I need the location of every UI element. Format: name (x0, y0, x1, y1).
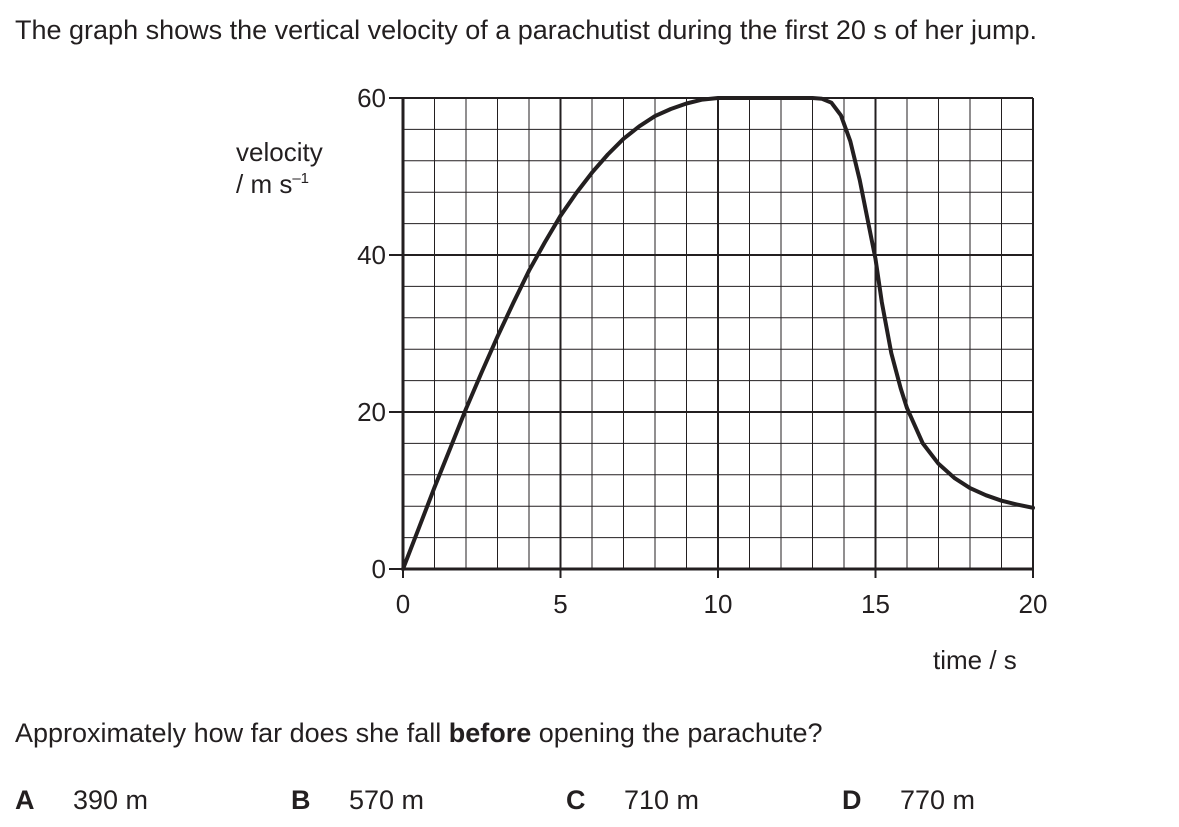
option-a-letter: A (15, 785, 35, 815)
option-b-letter: B (291, 785, 311, 815)
y-tick-label: 60 (357, 83, 386, 113)
option-c-text: 710 m (624, 785, 700, 815)
option-a[interactable]: A 390 m (15, 784, 148, 816)
y-axis-label: velocity / m s–1 (236, 136, 323, 200)
y-axis-label-unit: / m s (236, 169, 293, 199)
option-d[interactable]: D 770 m (842, 784, 975, 816)
question-prompt-emphasis: before (448, 718, 532, 748)
option-c[interactable]: C 710 m (566, 784, 699, 816)
axis-tick-labels: 0 5 10 15 20 0 20 40 60 (357, 83, 1047, 619)
x-tick-label: 20 (1019, 589, 1048, 619)
option-a-text: 390 m (73, 785, 149, 815)
option-d-letter: D (842, 785, 862, 815)
option-c-letter: C (566, 785, 586, 815)
question-prompt-start: Approximately how far does she fall (15, 718, 449, 748)
question-intro: The graph shows the vertical velocity of… (15, 15, 1038, 45)
y-axis-label-quantity: velocity (236, 137, 323, 167)
x-tick-label: 15 (861, 589, 890, 619)
y-tick-label: 20 (357, 397, 386, 427)
x-tick-label: 5 (553, 589, 567, 619)
option-b-text: 570 m (349, 785, 425, 815)
x-tick-label: 10 (704, 589, 733, 619)
y-tick-label: 0 (372, 554, 386, 584)
option-b[interactable]: B 570 m (291, 784, 424, 816)
y-tick-label: 40 (357, 240, 386, 270)
y-axis-label-unit-exponent: –1 (292, 170, 310, 187)
x-tick-label: 0 (396, 589, 410, 619)
question-prompt-end: opening the parachute? (531, 718, 823, 748)
question-prompt: Approximately how far does she fall befo… (15, 717, 823, 749)
option-d-text: 770 m (900, 785, 976, 815)
axis-ticks (389, 97, 1034, 578)
x-axis-label: time / s (933, 645, 1017, 675)
velocity-curve (401, 96, 1035, 571)
